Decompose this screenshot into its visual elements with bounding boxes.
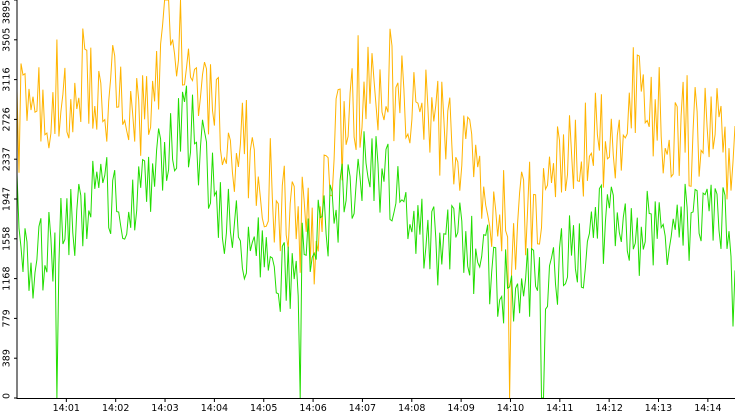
x-tick-label: 14:04 bbox=[201, 403, 228, 414]
x-tick-label: 14:13 bbox=[645, 403, 672, 414]
y-tick-label: 2337 bbox=[2, 147, 13, 171]
y-tick-label: 3116 bbox=[2, 68, 13, 92]
y-tick-label: 3895 bbox=[2, 0, 13, 24]
y-tick-label: 779 bbox=[2, 309, 13, 327]
x-tick-label: 14:03 bbox=[151, 403, 178, 414]
x-tick-label: 14:11 bbox=[546, 403, 573, 414]
x-tick-label: 14:02 bbox=[102, 403, 129, 414]
y-tick-label: 2726 bbox=[2, 107, 13, 131]
x-tick-label: 14:09 bbox=[447, 403, 474, 414]
y-tick-label: 1168 bbox=[2, 267, 13, 291]
x-tick-label: 14:12 bbox=[596, 403, 623, 414]
x-tick-label: 14:01 bbox=[53, 403, 80, 414]
x-tick-label: 14:07 bbox=[349, 403, 376, 414]
y-tick-label: 1558 bbox=[2, 227, 13, 251]
x-tick-label: 14:08 bbox=[398, 403, 425, 414]
x-tick-label: 14:10 bbox=[497, 403, 524, 414]
x-tick-label: 14:06 bbox=[299, 403, 326, 414]
x-tick-label: 14:14 bbox=[694, 403, 721, 414]
y-tick-label: 389 bbox=[2, 349, 13, 367]
x-tick-label: 14:05 bbox=[250, 403, 277, 414]
y-tick-label: 3505 bbox=[2, 28, 13, 52]
y-tick-label: 0 bbox=[2, 393, 13, 399]
y-tick-label: 1947 bbox=[2, 187, 13, 211]
